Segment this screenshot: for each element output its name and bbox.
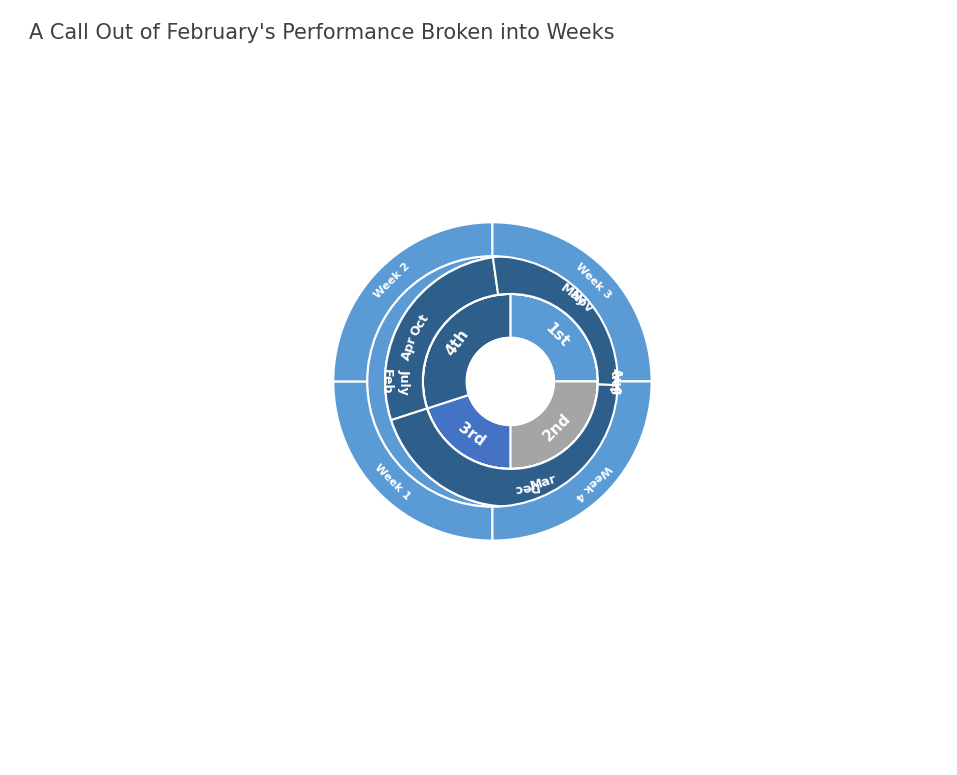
Text: Week 1: Week 1	[372, 462, 412, 501]
Wedge shape	[493, 222, 652, 381]
Wedge shape	[409, 381, 635, 507]
Text: 4th: 4th	[443, 327, 472, 359]
Wedge shape	[493, 256, 635, 386]
Wedge shape	[367, 256, 493, 507]
Text: A Call Out of February's Performance Broken into Weeks: A Call Out of February's Performance Bro…	[29, 23, 614, 43]
Text: May: May	[558, 281, 589, 309]
Wedge shape	[472, 256, 635, 381]
Text: Nov: Nov	[568, 288, 596, 316]
Text: Feb: Feb	[380, 369, 392, 394]
Wedge shape	[510, 256, 635, 507]
Text: 2nd: 2nd	[540, 411, 573, 445]
Text: Aug: Aug	[611, 368, 623, 395]
Wedge shape	[510, 381, 598, 469]
Wedge shape	[510, 256, 635, 507]
Wedge shape	[391, 384, 635, 507]
Text: Mar: Mar	[528, 472, 558, 493]
Text: Week 3: Week 3	[573, 261, 612, 301]
Wedge shape	[510, 294, 598, 381]
Wedge shape	[427, 395, 510, 469]
Text: Week 2: Week 2	[372, 261, 412, 301]
Wedge shape	[385, 256, 510, 507]
Text: Apr: Apr	[399, 335, 419, 362]
Wedge shape	[385, 262, 483, 455]
Text: July: July	[397, 369, 411, 394]
Text: Oct: Oct	[409, 312, 432, 339]
Text: 1st: 1st	[542, 320, 571, 350]
Circle shape	[467, 338, 554, 425]
Wedge shape	[385, 257, 499, 420]
Wedge shape	[493, 381, 652, 541]
Wedge shape	[333, 381, 493, 541]
Text: 3rd: 3rd	[456, 420, 488, 449]
Text: Week 4: Week 4	[573, 462, 612, 501]
Text: Dec: Dec	[511, 478, 539, 495]
Wedge shape	[333, 222, 493, 381]
Wedge shape	[423, 294, 510, 408]
Text: Jan: Jan	[611, 370, 623, 392]
